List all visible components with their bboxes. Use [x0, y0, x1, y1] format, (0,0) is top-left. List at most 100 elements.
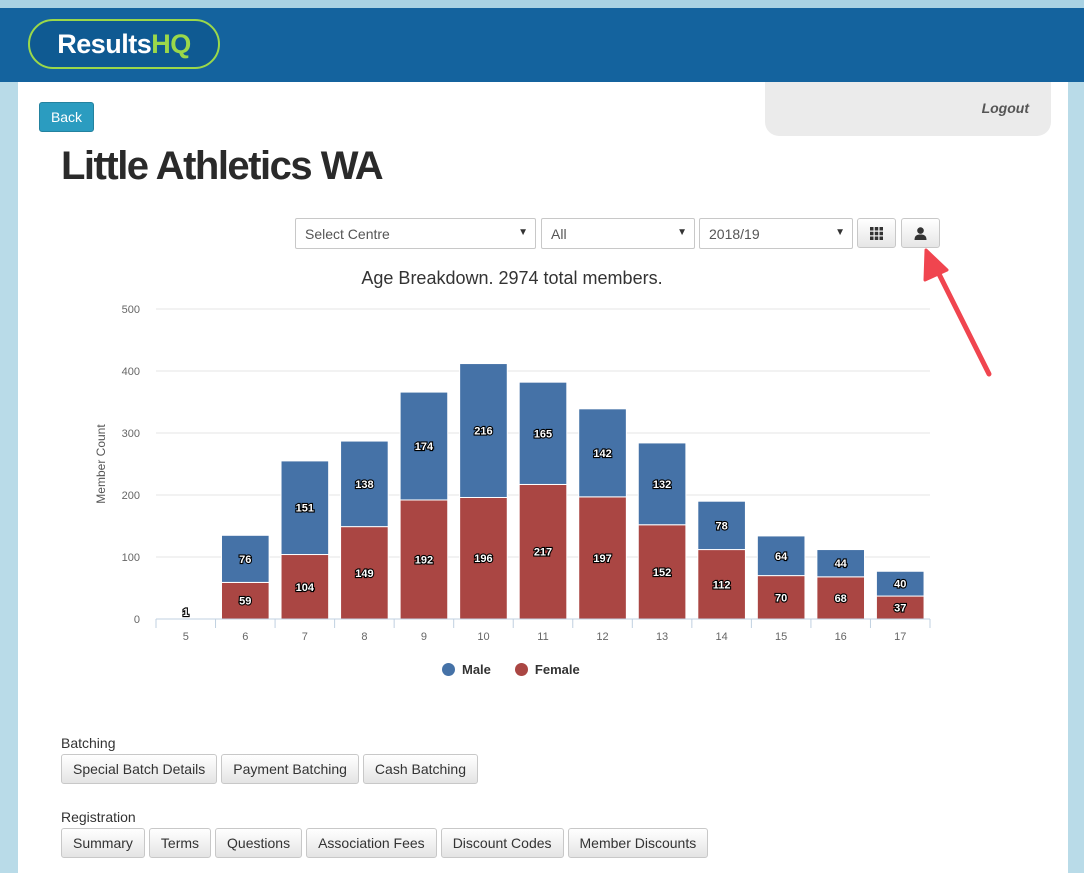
- data-label-female: 192: [415, 554, 433, 566]
- x-tick-label: 15: [775, 631, 787, 642]
- data-label-female: 1: [183, 607, 189, 619]
- data-label-female: 149: [355, 568, 373, 580]
- bar-male: [220, 534, 270, 583]
- bar-female: [518, 483, 568, 620]
- data-label-male: 174: [415, 441, 434, 453]
- app-header: Results HQ: [0, 8, 1084, 82]
- registration-buttons: Summary Terms Questions Association Fees…: [61, 828, 709, 858]
- data-label-male: 76: [239, 554, 251, 566]
- summary-button[interactable]: Summary: [61, 828, 145, 858]
- y-tick-label: 200: [122, 490, 140, 502]
- bar-female: [340, 526, 389, 620]
- data-label-male: 151: [296, 503, 314, 515]
- bar-male: [875, 570, 925, 597]
- terms-button[interactable]: Terms: [148, 828, 212, 858]
- bar-female: [697, 549, 746, 620]
- group-select-value: All: [551, 226, 567, 242]
- bar-male: [816, 549, 866, 578]
- bar-male: [280, 460, 330, 556]
- discount-codes-button[interactable]: Discount Codes: [440, 828, 564, 858]
- legend-male-label: Male: [462, 662, 491, 677]
- logout-link[interactable]: Logout: [981, 100, 1029, 116]
- season-select[interactable]: 2018/19 ▼: [699, 218, 853, 249]
- resultshq-logo[interactable]: Results HQ: [28, 19, 220, 69]
- bar-male: [340, 440, 389, 528]
- logo-text-hq: HQ: [151, 28, 191, 59]
- data-label-female: 59: [239, 596, 251, 608]
- data-label-male: 44: [835, 558, 848, 570]
- bar-female: [220, 581, 270, 620]
- data-label-female: 196: [474, 553, 492, 565]
- grid-view-button[interactable]: [857, 218, 896, 248]
- legend-item-male[interactable]: Male: [442, 662, 491, 677]
- bar-male: [518, 381, 568, 485]
- data-label-female: 68: [835, 593, 847, 605]
- centre-select[interactable]: Select Centre ▼: [295, 218, 536, 249]
- member-discounts-button[interactable]: Member Discounts: [567, 828, 709, 858]
- member-view-button[interactable]: [901, 218, 940, 248]
- batching-buttons: Special Batch Details Payment Batching C…: [61, 754, 478, 784]
- legend-male-swatch: [442, 663, 455, 676]
- back-button[interactable]: Back: [39, 102, 94, 132]
- association-fees-button[interactable]: Association Fees: [306, 828, 437, 858]
- x-tick-label: 6: [242, 631, 248, 642]
- season-select-value: 2018/19: [709, 226, 760, 242]
- data-label-male: 40: [894, 579, 906, 591]
- data-label-female: 37: [894, 603, 906, 615]
- legend-female-swatch: [514, 663, 528, 676]
- x-tick-label: 8: [361, 631, 367, 642]
- data-label-female: 112: [713, 579, 731, 591]
- data-label-male: 216: [474, 426, 492, 438]
- registration-section-label: Registration: [61, 809, 136, 825]
- main-content: Back Logout Little Athletics WA Select C…: [18, 82, 1068, 873]
- y-tick-label: 300: [122, 428, 140, 440]
- bar-male: [637, 442, 687, 526]
- data-label-female: 70: [775, 592, 787, 604]
- data-label-male: 142: [593, 448, 611, 460]
- legend-female-label: Female: [534, 662, 580, 677]
- y-axis-title: Member Count: [94, 424, 108, 504]
- data-label-female: 104: [296, 582, 315, 594]
- bar-female: [816, 576, 866, 620]
- questions-button[interactable]: Questions: [215, 828, 303, 858]
- batching-section-label: Batching: [61, 735, 116, 751]
- data-label-female: 197: [593, 553, 611, 565]
- y-tick-label: 500: [122, 304, 140, 316]
- x-tick-label: 7: [302, 631, 308, 642]
- x-tick-label: 12: [596, 631, 608, 642]
- chevron-down-icon: ▼: [518, 227, 528, 238]
- bar-female: [280, 554, 330, 620]
- grid-icon: [870, 226, 883, 240]
- bar-male: [399, 391, 449, 501]
- x-tick-label: 5: [183, 631, 189, 642]
- bar-male: [459, 363, 508, 498]
- x-tick-label: 16: [835, 631, 847, 642]
- chevron-down-icon: ▼: [835, 227, 845, 238]
- x-tick-label: 11: [537, 631, 548, 642]
- chart-bars: [161, 363, 925, 620]
- chart-legend: Male Female: [442, 662, 580, 677]
- y-tick-label: 0: [134, 614, 140, 626]
- legend-item-female[interactable]: Female: [514, 662, 580, 677]
- bar-female: [459, 496, 508, 620]
- data-label-male: 165: [534, 428, 552, 440]
- chart-title: Age Breakdown. 2974 total members.: [361, 268, 663, 288]
- group-select[interactable]: All ▼: [541, 218, 695, 249]
- data-label-female: 152: [653, 567, 671, 579]
- bar-male: [697, 500, 746, 551]
- person-icon: [914, 226, 927, 240]
- page-title: Little Athletics WA: [61, 144, 384, 188]
- special-batch-details-button[interactable]: Special Batch Details: [61, 754, 218, 784]
- bar-male: [756, 535, 806, 577]
- x-tick-label: 17: [894, 631, 906, 642]
- bar-male: [578, 408, 627, 498]
- payment-batching-button[interactable]: Payment Batching: [221, 754, 359, 784]
- data-label-male: 78: [715, 520, 727, 532]
- cash-batching-button[interactable]: Cash Batching: [362, 754, 478, 784]
- data-label-male: 132: [653, 479, 671, 491]
- user-panel: Logout: [765, 82, 1051, 136]
- data-label-female: 217: [534, 547, 552, 559]
- x-tick-label: 14: [715, 631, 727, 642]
